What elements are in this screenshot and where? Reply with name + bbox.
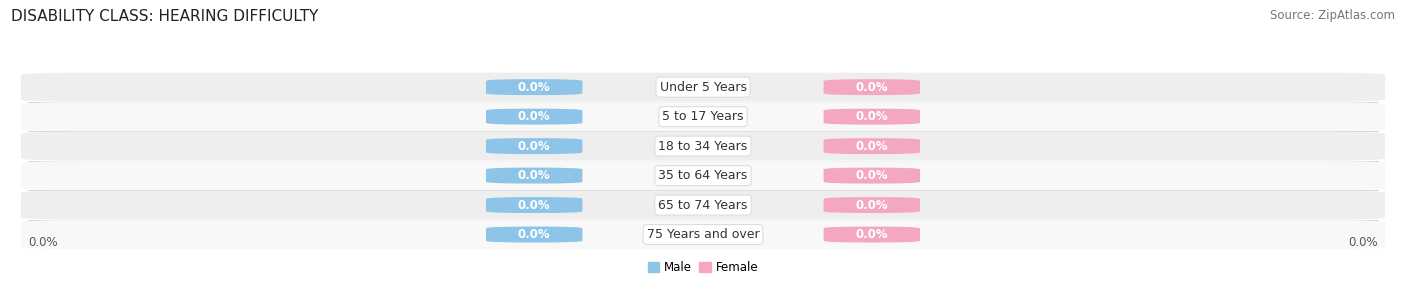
Text: 5 to 17 Years: 5 to 17 Years <box>662 110 744 123</box>
FancyBboxPatch shape <box>824 197 920 213</box>
Text: DISABILITY CLASS: HEARING DIFFICULTY: DISABILITY CLASS: HEARING DIFFICULTY <box>11 9 319 24</box>
Text: 0.0%: 0.0% <box>855 140 889 153</box>
FancyBboxPatch shape <box>21 102 1385 131</box>
Text: 35 to 64 Years: 35 to 64 Years <box>658 169 748 182</box>
FancyBboxPatch shape <box>486 79 582 95</box>
FancyBboxPatch shape <box>486 168 582 184</box>
FancyBboxPatch shape <box>824 168 920 184</box>
Text: 0.0%: 0.0% <box>1348 236 1378 249</box>
FancyBboxPatch shape <box>824 138 920 154</box>
Text: 0.0%: 0.0% <box>517 169 551 182</box>
Text: 0.0%: 0.0% <box>855 228 889 241</box>
Text: 18 to 34 Years: 18 to 34 Years <box>658 140 748 153</box>
FancyBboxPatch shape <box>21 161 1385 190</box>
FancyBboxPatch shape <box>21 220 1385 249</box>
Text: 0.0%: 0.0% <box>855 199 889 212</box>
Text: 0.0%: 0.0% <box>517 228 551 241</box>
Text: 0.0%: 0.0% <box>517 140 551 153</box>
Text: 0.0%: 0.0% <box>517 81 551 94</box>
Text: Under 5 Years: Under 5 Years <box>659 81 747 94</box>
FancyBboxPatch shape <box>486 197 582 213</box>
FancyBboxPatch shape <box>21 73 1385 102</box>
Text: 0.0%: 0.0% <box>855 81 889 94</box>
Text: Source: ZipAtlas.com: Source: ZipAtlas.com <box>1270 9 1395 22</box>
Text: 0.0%: 0.0% <box>855 110 889 123</box>
FancyBboxPatch shape <box>21 191 1385 219</box>
Text: 0.0%: 0.0% <box>517 110 551 123</box>
FancyBboxPatch shape <box>824 79 920 95</box>
FancyBboxPatch shape <box>824 109 920 125</box>
FancyBboxPatch shape <box>486 138 582 154</box>
Text: 0.0%: 0.0% <box>517 199 551 212</box>
Legend: Male, Female: Male, Female <box>643 256 763 278</box>
FancyBboxPatch shape <box>824 226 920 243</box>
FancyBboxPatch shape <box>486 109 582 125</box>
Text: 75 Years and over: 75 Years and over <box>647 228 759 241</box>
FancyBboxPatch shape <box>21 132 1385 161</box>
FancyBboxPatch shape <box>486 226 582 243</box>
Text: 0.0%: 0.0% <box>28 236 58 249</box>
Text: 0.0%: 0.0% <box>855 169 889 182</box>
Text: 65 to 74 Years: 65 to 74 Years <box>658 199 748 212</box>
